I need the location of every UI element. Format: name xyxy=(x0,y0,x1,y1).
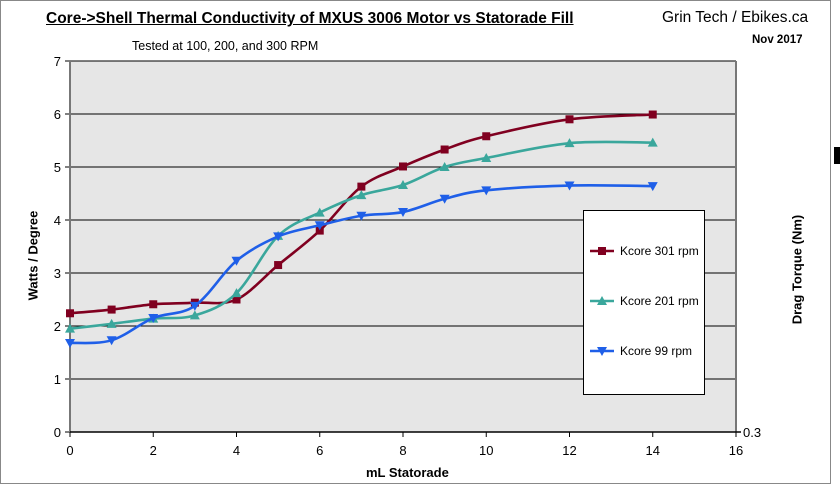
y-tick-label: 3 xyxy=(54,266,61,281)
data-point xyxy=(647,182,658,192)
x-tick-label: 6 xyxy=(316,443,323,458)
y-tick-label: 7 xyxy=(54,54,61,69)
x-tick-label: 16 xyxy=(729,443,743,458)
x-axis-label: mL Statorade xyxy=(366,465,449,480)
legend-label: Kcore 301 rpm xyxy=(620,244,699,258)
y-tick-label: 0 xyxy=(54,425,61,440)
chart-frame xyxy=(0,0,831,484)
data-point xyxy=(315,226,324,235)
data-point xyxy=(439,194,450,204)
data-point xyxy=(440,145,449,154)
x-tick-label: 14 xyxy=(646,443,660,458)
data-point xyxy=(647,137,658,147)
data-point xyxy=(314,207,325,217)
data-point xyxy=(481,152,492,162)
data-point xyxy=(439,162,450,171)
data-point xyxy=(65,323,75,333)
legend-swatch xyxy=(590,247,614,255)
secondary-y-tick-label: 0.3 xyxy=(743,425,761,440)
data-point xyxy=(398,208,408,218)
y-tick-label: 6 xyxy=(54,107,61,122)
data-point xyxy=(189,301,200,311)
data-point xyxy=(648,110,657,119)
y-tick-label: 1 xyxy=(54,372,61,387)
legend-marker xyxy=(598,247,606,255)
legend-marker xyxy=(597,347,607,356)
data-point xyxy=(273,232,284,242)
legend-item: Kcore 201 rpm xyxy=(590,294,699,308)
data-point xyxy=(107,305,116,314)
legend-item: Kcore 99 rpm xyxy=(590,344,692,358)
y-tick-label: 5 xyxy=(54,160,61,175)
data-point xyxy=(274,261,283,270)
data-point xyxy=(148,314,159,324)
legend: Kcore 301 rpm Kcore 201 rpm Kcore 99 rpm xyxy=(583,210,705,395)
data-point xyxy=(66,309,74,318)
y-tick-label: 4 xyxy=(54,213,61,228)
x-tick-label: 10 xyxy=(479,443,493,458)
y-tick-label: 2 xyxy=(54,319,61,334)
data-point xyxy=(565,115,574,124)
legend-swatch xyxy=(590,296,614,305)
clipped-mark xyxy=(834,147,840,164)
data-point xyxy=(189,310,200,320)
legend-label: Kcore 99 rpm xyxy=(620,344,693,358)
data-point xyxy=(564,181,575,191)
data-point xyxy=(482,132,491,141)
legend-swatch xyxy=(590,347,614,356)
data-point xyxy=(106,318,117,328)
data-point xyxy=(232,295,241,304)
data-point xyxy=(398,180,408,190)
brand-label: Grin Tech / Ebikes.ca xyxy=(662,9,809,26)
x-tick-label: 4 xyxy=(233,443,240,458)
data-point xyxy=(106,336,117,346)
data-point xyxy=(357,182,366,191)
date-label: Nov 2017 xyxy=(752,34,803,46)
chart-title: Core->Shell Thermal Conductivity of MXUS… xyxy=(46,10,574,27)
legend-marker xyxy=(597,296,607,305)
data-point xyxy=(356,211,367,221)
chart-subtitle: Tested at 100, 200, and 300 RPM xyxy=(132,39,319,53)
x-tick-label: 8 xyxy=(399,443,406,458)
x-tick-label: 2 xyxy=(150,443,157,458)
data-point xyxy=(356,190,367,200)
x-tick-label: 0 xyxy=(66,443,73,458)
data-point xyxy=(149,300,158,309)
data-point xyxy=(231,256,242,266)
data-point xyxy=(231,288,242,298)
data-point xyxy=(399,162,407,171)
data-point xyxy=(481,186,492,196)
legend-label: Kcore 201 rpm xyxy=(620,294,699,308)
x-tick-label: 12 xyxy=(562,443,576,458)
legend-item: Kcore 301 rpm xyxy=(590,244,699,258)
data-point xyxy=(65,338,75,348)
data-point xyxy=(564,138,575,148)
data-point xyxy=(314,221,325,231)
